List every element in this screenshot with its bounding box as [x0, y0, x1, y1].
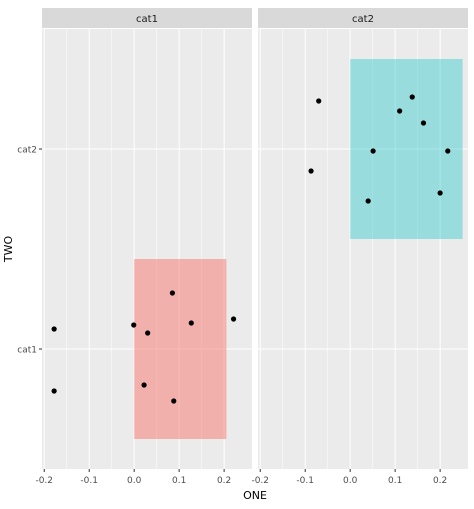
data-point	[169, 290, 176, 296]
x-tick-label: 0.0	[127, 476, 142, 486]
x-tick-label: -0.2	[35, 476, 53, 486]
data-point	[171, 398, 177, 404]
data-point	[365, 198, 371, 204]
y-axis-title: TWO	[2, 236, 15, 264]
data-point	[141, 382, 147, 388]
x-tick-label: -0.1	[296, 476, 314, 486]
data-point	[51, 326, 57, 332]
data-point	[445, 148, 451, 154]
facet-strip-label: cat2	[352, 14, 374, 25]
highlight-rect	[134, 259, 227, 439]
data-point	[230, 316, 237, 322]
facet-strip-label: cat1	[136, 14, 158, 25]
x-tick-label: 0.0	[343, 476, 358, 486]
data-point	[420, 120, 427, 126]
x-tick-label: 0.1	[388, 476, 402, 486]
data-point	[409, 94, 415, 100]
facet-strip	[258, 8, 468, 28]
data-point	[51, 388, 57, 394]
x-tick-label: 0.2	[217, 476, 231, 486]
y-tick-label: cat2	[17, 146, 37, 156]
x-axis-title: ONE	[243, 489, 267, 502]
data-point	[316, 98, 322, 104]
facet-strip	[42, 8, 252, 28]
x-tick-label: -0.2	[251, 476, 269, 486]
panel-background	[258, 29, 468, 469]
data-point	[308, 168, 314, 174]
y-tick-label: cat1	[17, 346, 37, 356]
data-point	[188, 320, 194, 326]
x-tick-label: 0.1	[172, 476, 186, 486]
data-point	[370, 148, 376, 154]
data-point	[131, 322, 137, 328]
data-point	[397, 108, 403, 114]
x-tick-label: 0.2	[433, 476, 447, 486]
x-tick-label: -0.1	[80, 476, 98, 486]
data-point	[145, 330, 151, 336]
data-point	[437, 190, 443, 196]
highlight-rect	[350, 59, 463, 239]
